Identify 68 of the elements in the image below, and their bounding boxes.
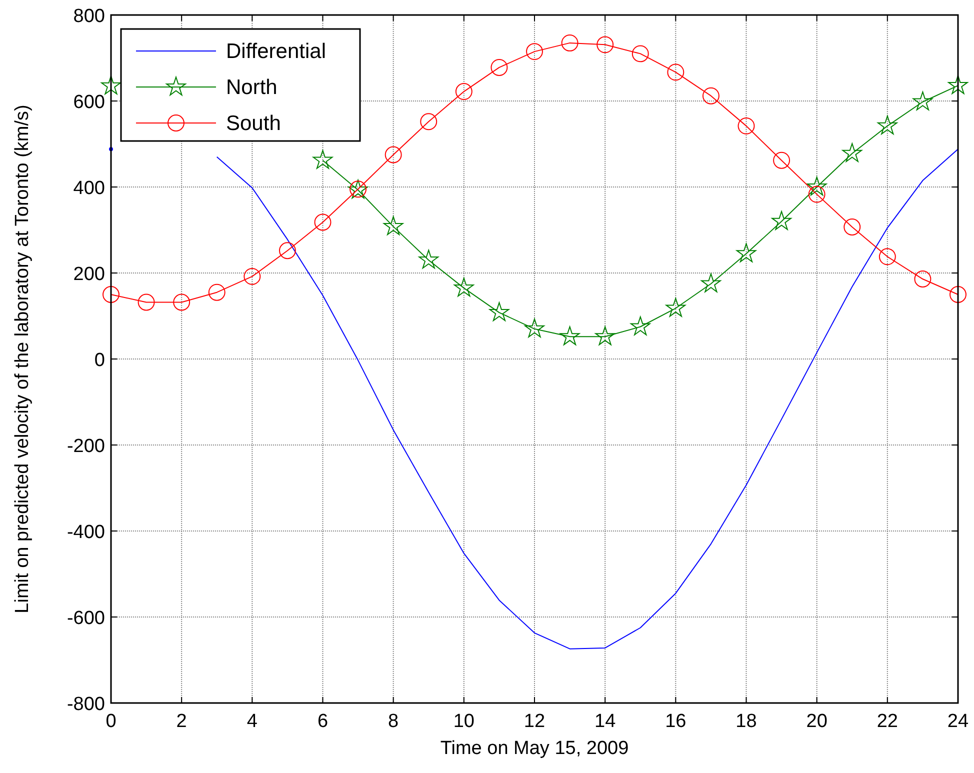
- point: [560, 326, 580, 346]
- point: [244, 268, 261, 285]
- point: [173, 294, 190, 311]
- x-tick-label: 8: [388, 711, 399, 732]
- x-tick-label: 4: [246, 711, 258, 732]
- point: [632, 45, 649, 62]
- point: [806, 176, 827, 196]
- x-tick-label: 22: [876, 711, 898, 732]
- y-tick-label: 800: [73, 6, 105, 27]
- point: [701, 273, 721, 292]
- point: [489, 302, 510, 322]
- point: [420, 113, 438, 130]
- y-tick-label: 400: [73, 178, 105, 199]
- x-tick-label: 18: [736, 711, 757, 732]
- point: [101, 76, 121, 94]
- point: [490, 58, 508, 76]
- point: [914, 270, 932, 288]
- point: [312, 150, 333, 169]
- point: [666, 298, 686, 317]
- point: [454, 278, 474, 297]
- point: [948, 75, 968, 94]
- point: [738, 117, 755, 134]
- point: [736, 243, 756, 262]
- y-tick-label: 200: [73, 264, 105, 285]
- point: [912, 91, 933, 110]
- point: [524, 318, 544, 338]
- y-tick-label: -600: [66, 608, 105, 629]
- point: [667, 64, 684, 81]
- point: [844, 218, 861, 236]
- point: [842, 143, 862, 162]
- point: [772, 211, 792, 230]
- point: [102, 286, 120, 303]
- point: [878, 248, 896, 266]
- point: [596, 36, 614, 54]
- point: [418, 250, 439, 269]
- x-tick-label: 10: [453, 711, 474, 732]
- legend-label: South: [226, 112, 281, 135]
- x-tick-label: 16: [665, 711, 686, 732]
- point: [526, 43, 543, 60]
- point: [208, 284, 226, 301]
- y-tick-label: 0: [94, 350, 105, 371]
- y-tick-label: -400: [66, 522, 105, 543]
- y-tick-label: -200: [66, 436, 105, 457]
- y-tick-label: 600: [73, 92, 105, 113]
- point: [702, 87, 720, 104]
- point: [455, 83, 472, 100]
- point: [773, 152, 790, 169]
- point: [561, 34, 578, 52]
- point: [384, 146, 402, 164]
- point: [630, 316, 650, 336]
- point: [383, 216, 404, 236]
- x-tick-label: 2: [176, 711, 187, 732]
- point: [278, 242, 296, 260]
- legend-label: Differential: [226, 40, 326, 63]
- x-tick-label: 14: [594, 711, 616, 732]
- legend-label: North: [226, 76, 278, 99]
- y-axis-title: Limit on predicted velocity of the laboratory at Toronto (km/s): [12, 104, 33, 614]
- x-tick-label: 24: [947, 711, 969, 732]
- point: [138, 294, 155, 311]
- x-tick-label: 6: [317, 711, 328, 732]
- point: [878, 116, 898, 134]
- y-tick-label: -800: [66, 694, 105, 715]
- point: [950, 286, 966, 303]
- point: [595, 326, 615, 346]
- x-tick-label: 20: [806, 711, 828, 732]
- point: [314, 214, 332, 231]
- x-tick-label: 12: [524, 711, 546, 732]
- x-axis-title: Time on May 15, 2009: [440, 738, 629, 759]
